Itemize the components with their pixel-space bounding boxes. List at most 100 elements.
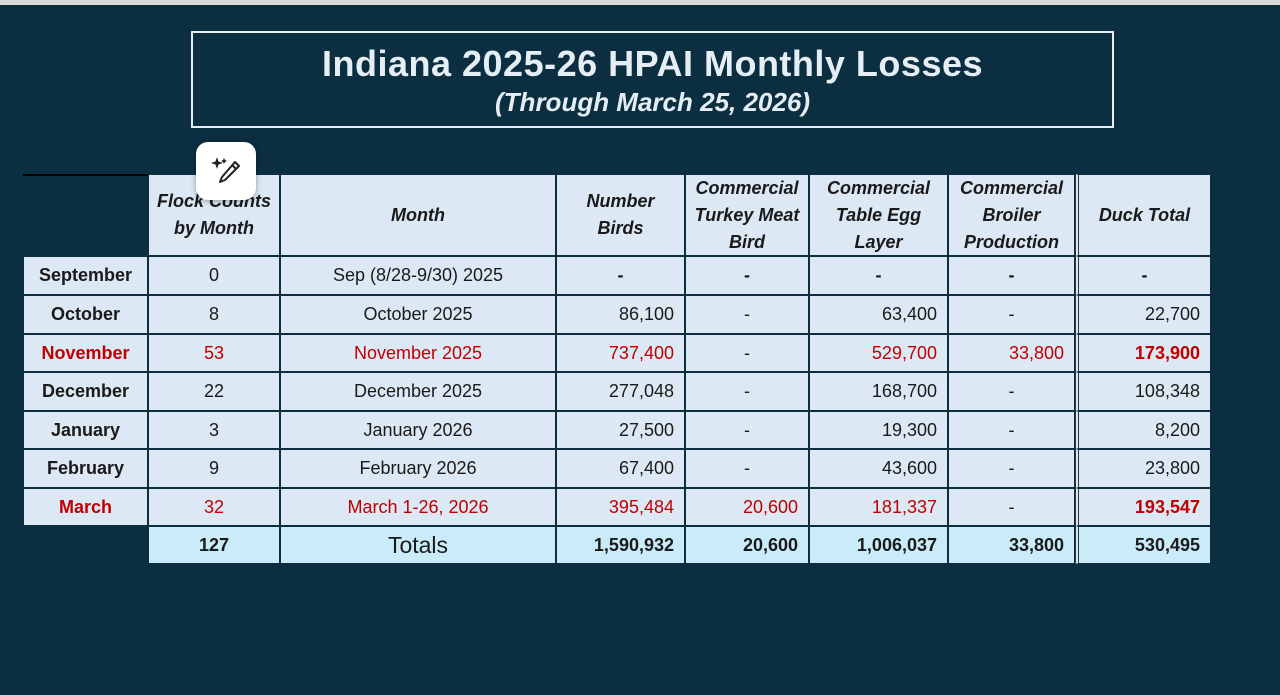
cell-flocks-text: 0 xyxy=(208,265,219,285)
row-label[interactable]: October xyxy=(23,295,148,334)
cell-egg[interactable]: 168,700 xyxy=(809,372,948,411)
cell-egg[interactable]: - xyxy=(809,256,948,295)
cell-egg[interactable]: 19,300 xyxy=(809,411,948,449)
page-title: Indiana 2025-26 HPAI Monthly Losses xyxy=(321,43,984,84)
cell-turkey-text: - xyxy=(744,342,750,363)
row-label[interactable]: March xyxy=(23,488,148,526)
column-header-duck[interactable]: Duck Total xyxy=(1075,174,1211,256)
cell-duck-text: 173,900 xyxy=(1134,342,1200,363)
cell-flocks[interactable]: 22 xyxy=(148,372,280,411)
cell-month[interactable]: October 2025 xyxy=(280,295,556,334)
totals-broiler-text: 33,800 xyxy=(1008,534,1064,555)
totals-egg[interactable]: 1,006,037 xyxy=(809,526,948,564)
cell-month[interactable]: December 2025 xyxy=(280,372,556,411)
cell-egg[interactable]: 181,337 xyxy=(809,488,948,526)
cell-month[interactable]: November 2025 xyxy=(280,334,556,372)
row-label[interactable]: February xyxy=(23,449,148,488)
totals-flocks[interactable]: 127 xyxy=(148,526,280,564)
totals-duck-text: 530,495 xyxy=(1134,534,1200,555)
cell-broiler[interactable]: - xyxy=(948,411,1075,449)
cell-birds[interactable]: 86,100 xyxy=(556,295,685,334)
cell-broiler[interactable]: - xyxy=(948,295,1075,334)
window-top-edge xyxy=(0,0,1280,5)
totals-turkey[interactable]: 20,600 xyxy=(685,526,809,564)
cell-month[interactable]: March 1-26, 2026 xyxy=(280,488,556,526)
cell-month-text: November 2025 xyxy=(353,342,483,363)
cell-duck-text: 23,800 xyxy=(1144,458,1200,478)
column-header-egg-text: Commercial Table Egg Layer xyxy=(826,177,931,252)
cell-turkey-text: - xyxy=(744,381,750,401)
cell-flocks[interactable]: 32 xyxy=(148,488,280,526)
cell-duck-text: - xyxy=(1141,265,1148,285)
cell-broiler[interactable]: - xyxy=(948,256,1075,295)
cell-broiler[interactable]: - xyxy=(948,372,1075,411)
row-label-text: March xyxy=(58,496,112,517)
cell-egg[interactable]: 529,700 xyxy=(809,334,948,372)
column-header-egg[interactable]: Commercial Table Egg Layer xyxy=(809,174,948,256)
cell-month[interactable]: January 2026 xyxy=(280,411,556,449)
row-label-text: November xyxy=(41,342,130,363)
cell-birds[interactable]: 395,484 xyxy=(556,488,685,526)
cell-turkey[interactable]: - xyxy=(685,411,809,449)
totals-label-text: Totals xyxy=(387,531,449,558)
column-header-number-birds[interactable]: Number Birds xyxy=(556,174,685,256)
column-header-turkey[interactable]: Commercial Turkey Meat Bird xyxy=(685,174,809,256)
cell-flocks[interactable]: 53 xyxy=(148,334,280,372)
cell-broiler[interactable]: - xyxy=(948,488,1075,526)
totals-birds[interactable]: 1,590,932 xyxy=(556,526,685,564)
cell-turkey-text: - xyxy=(744,458,750,478)
cell-turkey[interactable]: - xyxy=(685,256,809,295)
cell-broiler[interactable]: 33,800 xyxy=(948,334,1075,372)
cell-flocks[interactable]: 9 xyxy=(148,449,280,488)
row-label[interactable]: December xyxy=(23,372,148,411)
totals-turkey-text: 20,600 xyxy=(742,534,798,555)
cell-flocks[interactable]: 3 xyxy=(148,411,280,449)
cell-turkey[interactable]: - xyxy=(685,372,809,411)
cell-duck-text: 108,348 xyxy=(1134,381,1200,401)
cell-egg-text: 168,700 xyxy=(871,381,937,401)
cell-duck[interactable]: 23,800 xyxy=(1075,449,1211,488)
cell-broiler[interactable]: - xyxy=(948,449,1075,488)
totals-broiler[interactable]: 33,800 xyxy=(948,526,1075,564)
cell-duck[interactable]: 193,547 xyxy=(1075,488,1211,526)
cell-turkey[interactable]: - xyxy=(685,295,809,334)
cell-duck[interactable]: 173,900 xyxy=(1075,334,1211,372)
cell-broiler-text: - xyxy=(1008,265,1015,285)
row-label-text: December xyxy=(41,381,130,401)
cell-month[interactable]: February 2026 xyxy=(280,449,556,488)
totals-duck[interactable]: 530,495 xyxy=(1075,526,1211,564)
cell-flocks[interactable]: 8 xyxy=(148,295,280,334)
cell-turkey[interactable]: - xyxy=(685,449,809,488)
cell-duck[interactable]: 22,700 xyxy=(1075,295,1211,334)
cell-egg[interactable]: 63,400 xyxy=(809,295,948,334)
cell-turkey-text: - xyxy=(744,265,750,285)
cell-birds[interactable]: - xyxy=(556,256,685,295)
cell-flocks-text: 8 xyxy=(208,304,219,324)
title-box: Indiana 2025-26 HPAI Monthly Losses (Thr… xyxy=(191,31,1114,128)
page-subtitle: (Through March 25, 2026) xyxy=(495,87,810,117)
cell-birds[interactable]: 27,500 xyxy=(556,411,685,449)
cell-birds[interactable]: 277,048 xyxy=(556,372,685,411)
cell-month-text: March 1-26, 2026 xyxy=(347,496,489,517)
row-label[interactable]: January xyxy=(23,411,148,449)
cell-egg[interactable]: 43,600 xyxy=(809,449,948,488)
cell-duck[interactable]: - xyxy=(1075,256,1211,295)
cell-duck[interactable]: 108,348 xyxy=(1075,372,1211,411)
cell-broiler-text: 33,800 xyxy=(1008,342,1064,363)
cell-month-text: January 2026 xyxy=(363,419,473,440)
cell-flocks[interactable]: 0 xyxy=(148,256,280,295)
cell-birds[interactable]: 67,400 xyxy=(556,449,685,488)
cell-month[interactable]: Sep (8/28-9/30) 2025 xyxy=(280,256,556,295)
row-label[interactable]: November xyxy=(23,334,148,372)
ai-edit-button[interactable] xyxy=(196,142,256,200)
cell-month-text: February 2026 xyxy=(359,458,477,478)
cell-birds[interactable]: 737,400 xyxy=(556,334,685,372)
cell-turkey[interactable]: - xyxy=(685,334,809,372)
cell-turkey[interactable]: 20,600 xyxy=(685,488,809,526)
totals-label[interactable]: Totals xyxy=(280,526,556,564)
column-header-month[interactable]: Month xyxy=(280,174,556,256)
column-header-broiler[interactable]: Commercial Broiler Production xyxy=(948,174,1075,256)
row-label[interactable]: September xyxy=(23,256,148,295)
cell-turkey-text: - xyxy=(744,304,750,324)
cell-duck[interactable]: 8,200 xyxy=(1075,411,1211,449)
